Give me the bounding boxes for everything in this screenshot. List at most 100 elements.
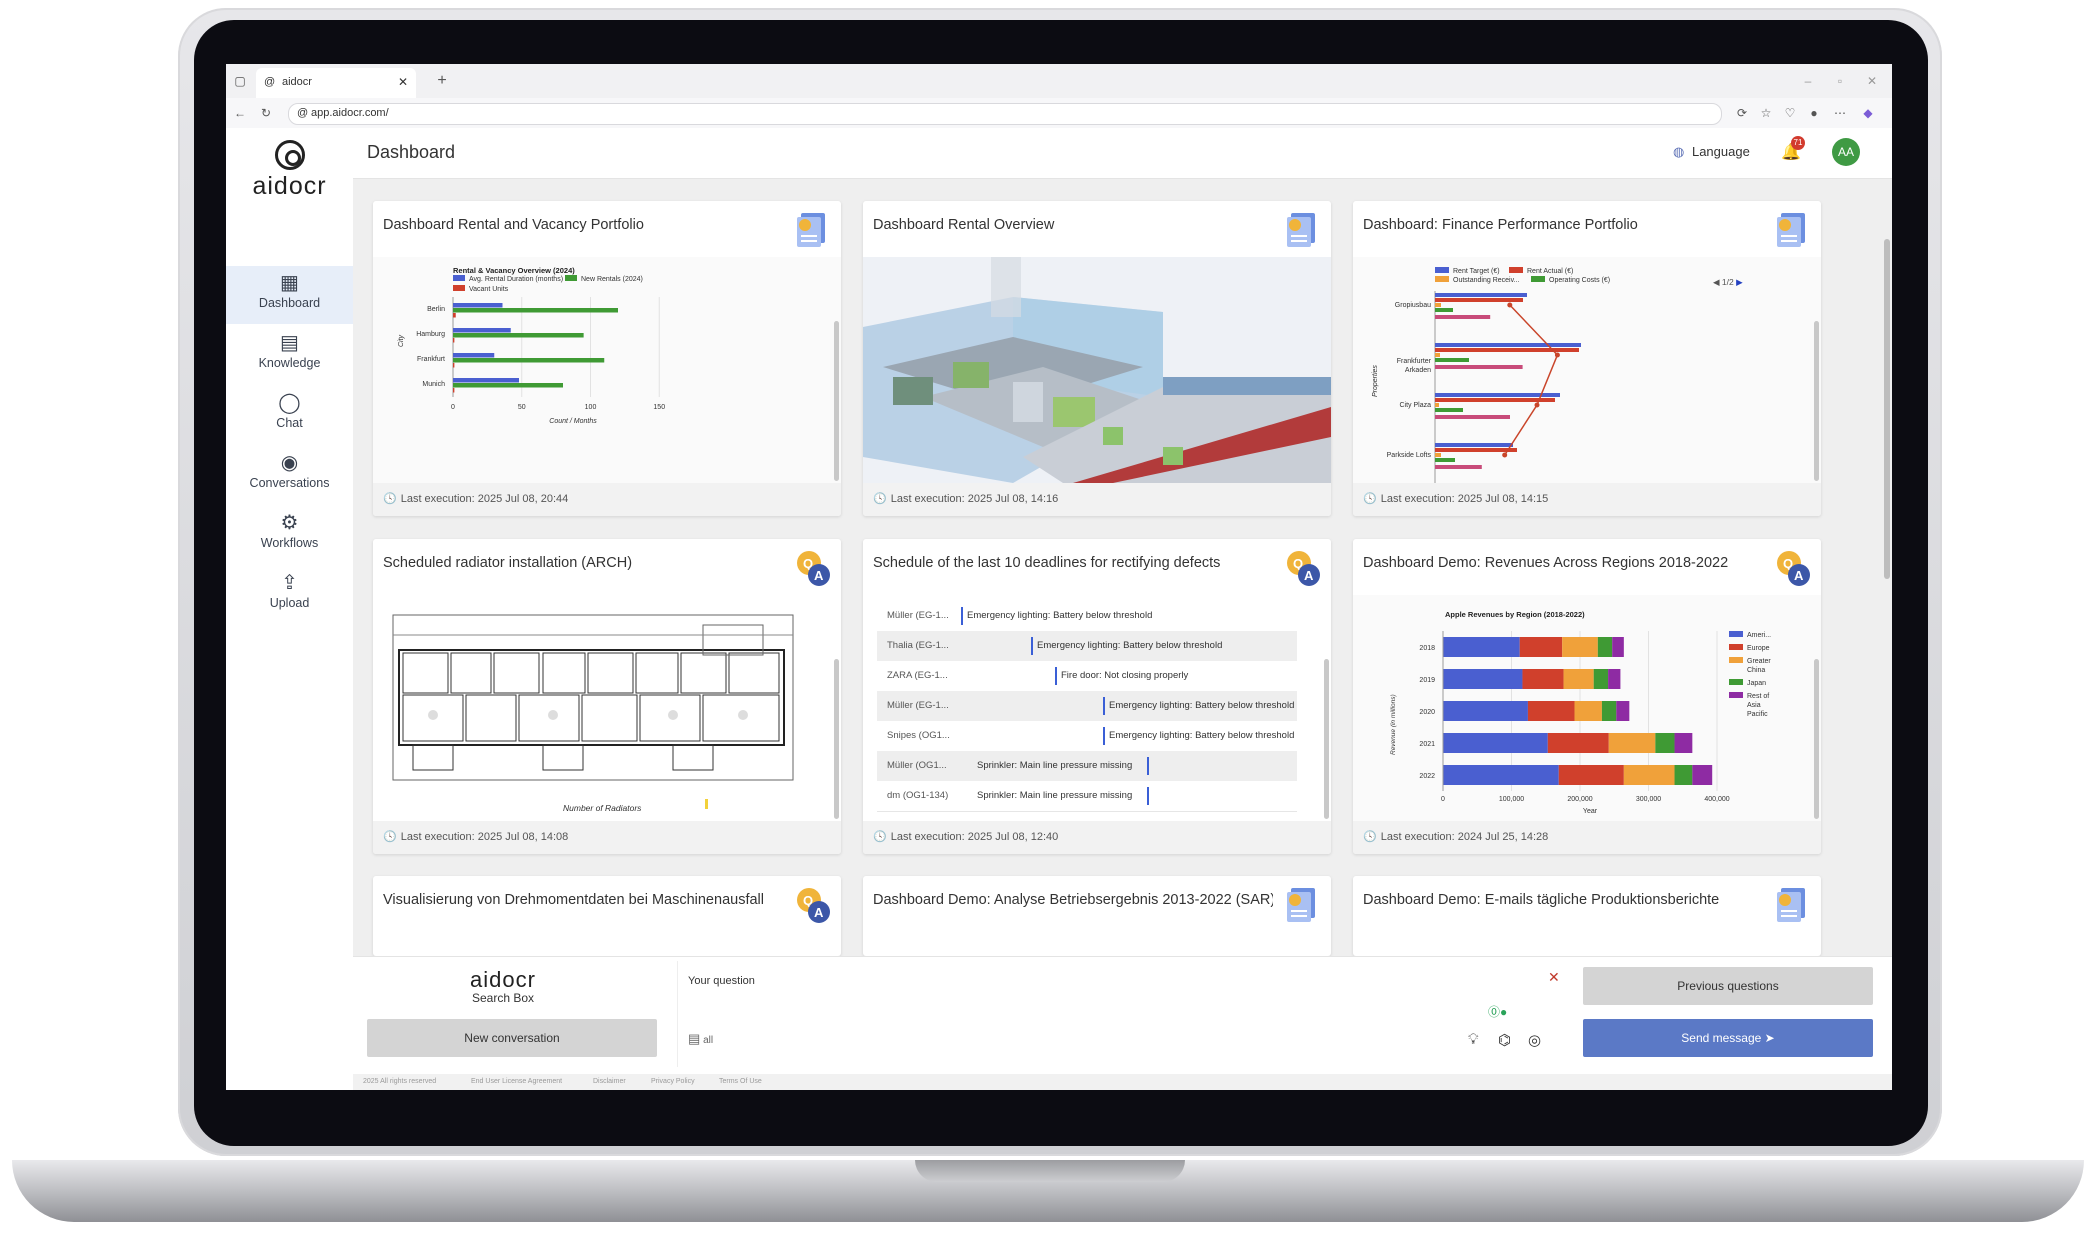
gantt-row[interactable]: Snipes (OG1... Emergency lighting: Batte… [877, 721, 1297, 752]
more-icon[interactable]: ⋯ [1834, 106, 1846, 120]
x-tick-label: 0 [1441, 796, 1445, 803]
sidebar-item-dashboard[interactable]: ▦ Dashboard [226, 266, 353, 324]
gantt-row[interactable]: Thalia (EG-1... Emergency lighting: Batt… [877, 631, 1297, 662]
bar-segment [1443, 765, 1559, 785]
bar-segment [1562, 637, 1598, 657]
new-tab-icon[interactable]: + [437, 72, 447, 89]
dashboard-card[interactable]: Schedule of the last 10 deadlines for re… [863, 539, 1331, 854]
send-message-button[interactable]: Send message ➤ [1583, 1019, 1873, 1057]
trend-point [1554, 352, 1560, 358]
brand-logo[interactable]: aidocr [226, 140, 353, 201]
dashboard-card[interactable]: Visualisierung von Drehmomentdaten bei M… [373, 876, 841, 956]
card-title: Scheduled radiator installation (ARCH) [383, 555, 633, 571]
footer-link-eula[interactable]: End User License Agreement [471, 1078, 563, 1085]
card-scrollbar[interactable] [1814, 321, 1819, 481]
dashboard-card[interactable]: Dashboard Demo: Analyse Betriebsergebnis… [863, 876, 1331, 956]
sidebar-item-workflows[interactable]: ⚙ Workflows [226, 506, 353, 564]
profile-icon[interactable]: ● [1810, 106, 1818, 120]
sidebar-item-label: Workflows [260, 536, 319, 550]
sidebar-item-chat[interactable]: ◯ Chat [226, 386, 353, 444]
aidocr-search-icon[interactable]: ◎ [1528, 1032, 1542, 1049]
trend-point [1502, 452, 1508, 458]
card-title: Schedule of the last 10 deadlines for re… [873, 555, 1221, 571]
window-close-icon[interactable]: ✕ [1866, 74, 1878, 88]
legend-swatch [565, 275, 577, 281]
building-3d-view[interactable] [863, 257, 1331, 483]
document-badge-icon [1285, 211, 1319, 247]
notification-count-badge: 71 [1791, 136, 1805, 150]
card-scrollbar[interactable] [834, 321, 839, 481]
card-scrollbar[interactable] [1814, 659, 1819, 819]
sidebar-item-conversations[interactable]: ◉ Conversations [226, 446, 353, 504]
y-tick-label: Frankfurter [1397, 358, 1432, 365]
svg-text:Q: Q [1783, 556, 1793, 571]
sidebar-item-knowledge[interactable]: ▤ Knowledge [226, 326, 353, 384]
card-scrollbar[interactable] [1324, 659, 1329, 819]
dashboard-card[interactable]: Dashboard: Finance Performance Portfolio… [1353, 201, 1821, 516]
trend-point [1534, 402, 1540, 408]
avatar[interactable]: AA [1832, 138, 1860, 166]
address-bar: ← ↻ @ app.aidocr.com/ ⟳ ☆ ♡ ● ⋯ ◆ [226, 98, 1892, 129]
clear-icon[interactable]: ✕ [1548, 969, 1560, 985]
refresh-icon[interactable]: ⟳ [1736, 106, 1748, 120]
collections-icon[interactable]: ♡ [1784, 106, 1796, 120]
maximize-icon[interactable]: ▫ [1837, 74, 1843, 88]
gantt-row[interactable]: Müller (OG1... Sprinkler: Main line pres… [877, 751, 1297, 782]
browser-tab[interactable]: @ aidocr ✕ [256, 68, 416, 98]
sidebar-item-upload[interactable]: ⇪ Upload [226, 566, 353, 624]
gantt-row[interactable]: Müller (EG-1... Emergency lighting: Batt… [877, 601, 1297, 632]
copilot-icon[interactable]: ◆ [1863, 106, 1873, 120]
grammarly-icon[interactable]: ⓪● [1488, 1005, 1508, 1019]
bar [1435, 293, 1527, 297]
gantt-marker [1031, 637, 1033, 655]
lightbulb-icon[interactable]: 💡︎ [1468, 1031, 1479, 1048]
notification-bell[interactable]: 🔔 71 [1781, 136, 1805, 162]
question-area[interactable]: Your question ✕ ▤ all ⓪● 💡︎ ⌬ ◎ [677, 961, 1560, 1067]
bar [1435, 358, 1469, 362]
main-scrollbar[interactable] [1884, 239, 1890, 579]
bar [1435, 415, 1510, 419]
tab-menu-icon[interactable]: ▢ [234, 74, 246, 88]
new-conversation-button[interactable]: New conversation [367, 1019, 657, 1057]
footer-link-terms[interactable]: Terms Of Use [719, 1078, 762, 1085]
close-tab-icon[interactable]: ✕ [398, 75, 409, 89]
back-icon[interactable]: ← [234, 106, 246, 120]
card-title: Dashboard Rental and Vacancy Portfolio [383, 217, 644, 233]
url-input[interactable]: @ app.aidocr.com/ [288, 103, 1722, 125]
legend-pager[interactable]: ◀ 1/2 ▶ [1713, 277, 1743, 287]
legend-entry: China [1747, 667, 1765, 674]
gantt-marker [1103, 727, 1105, 745]
bar-segment [1608, 669, 1621, 689]
question-label: Your question [688, 975, 755, 987]
floorplan-view[interactable]: Number of Radiators [373, 595, 841, 821]
dashboard-card[interactable]: Dashboard Rental Overview [863, 201, 1331, 516]
favorite-icon[interactable]: ☆ [1760, 106, 1772, 120]
finance-performance-chart: Rent Target (€) Rent Actual (€) Outstandin… [1372, 267, 1610, 483]
clock-icon: 🕓 [1363, 831, 1377, 843]
gantt-row[interactable]: Müller (EG-1... Emergency lighting: Batt… [877, 691, 1297, 722]
card-footer: 🕓 Last execution: 2024 Jul 25, 14:28 [1353, 821, 1821, 854]
gantt-row[interactable]: ZARA (EG-1... Fire door: Not closing pro… [877, 661, 1297, 692]
footer-link-disclaimer[interactable]: Disclaimer [593, 1078, 626, 1085]
scope-selector[interactable]: ▤ all [688, 1031, 713, 1047]
gantt-row[interactable]: dm (OG1-134) Sprinkler: Main line pressu… [877, 781, 1297, 812]
dashboard-card[interactable]: Dashboard Rental and Vacancy Portfolio R… [373, 201, 841, 516]
legend-entry: New Rentals (2024) [581, 276, 643, 283]
x-tick-label: 100 [585, 404, 597, 411]
dashboard-card[interactable]: Dashboard Demo: Revenues Across Regions … [1353, 539, 1821, 854]
dashboard-card[interactable]: Scheduled radiator installation (ARCH) Q… [373, 539, 841, 854]
bar [1435, 448, 1517, 452]
reload-icon[interactable]: ↻ [260, 106, 272, 120]
question-input[interactable] [688, 991, 1538, 1031]
dashboard-card[interactable]: Dashboard Demo: E-mails tägliche Produkt… [1353, 876, 1821, 956]
footer-link-privacy[interactable]: Privacy Policy [651, 1078, 695, 1085]
sidebar-item-label: Conversations [249, 476, 330, 490]
gantt-marker [1103, 697, 1105, 715]
y-tick-label: 2020 [1419, 709, 1435, 716]
minimize-icon[interactable]: – [1804, 74, 1812, 88]
language-selector[interactable]: ◍ Language [1673, 144, 1750, 160]
previous-questions-button[interactable]: Previous questions [1583, 967, 1873, 1005]
card-scrollbar[interactable] [834, 659, 839, 819]
chip-icon[interactable]: ⌬ [1498, 1032, 1512, 1049]
